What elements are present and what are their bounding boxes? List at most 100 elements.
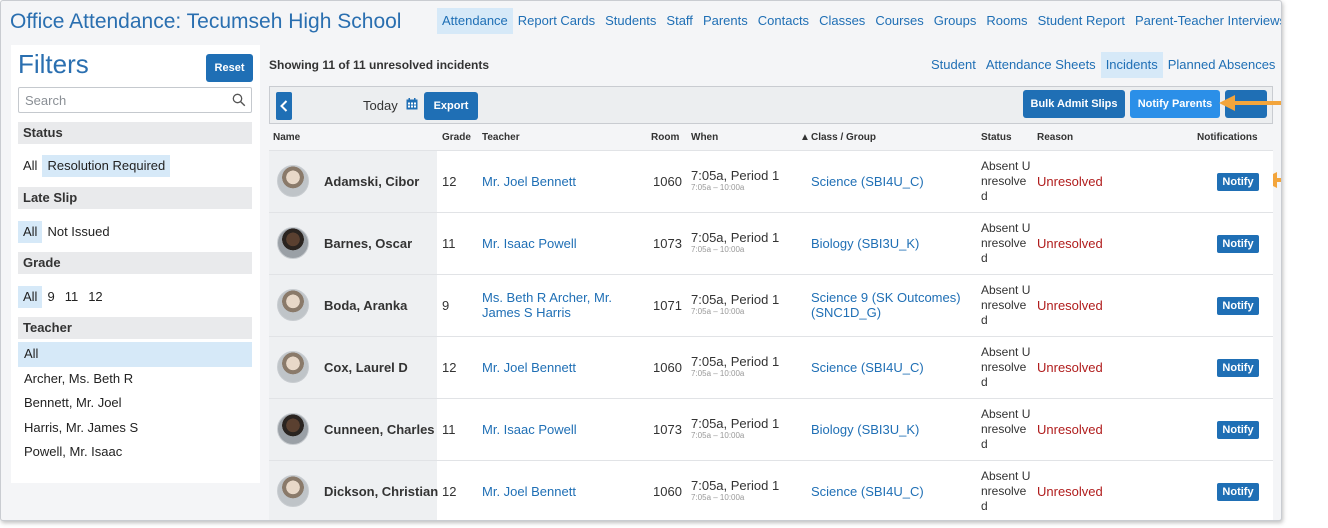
status-option-resolution-required[interactable]: Resolution Required	[42, 155, 171, 177]
avatar	[277, 165, 309, 197]
grade-option-12[interactable]: 12	[88, 289, 103, 304]
search-icon[interactable]	[232, 93, 246, 107]
teacher-link[interactable]: Ms. Beth R Archer, Mr. James S Harris	[482, 290, 613, 320]
when-cell: 7:05a, Period 1	[691, 168, 780, 183]
reason-cell: Unresolved	[1037, 236, 1103, 251]
when-cell: 7:05a, Period 1	[691, 416, 780, 431]
class-link[interactable]: Science 9 (SK Outcomes) (SNC1D_G)	[811, 290, 961, 320]
name-cell: Barnes, Oscar	[269, 213, 437, 274]
col-teacher[interactable]: Teacher	[482, 132, 520, 143]
teacher-link[interactable]: Mr. Isaac Powell	[482, 422, 577, 437]
late-slip-heading: Late Slip	[18, 187, 252, 209]
name-cell: Dickson, Christian	[269, 461, 439, 520]
nav-classes[interactable]: Classes	[819, 13, 866, 28]
calendar-icon[interactable]	[406, 98, 418, 110]
col-status[interactable]: Status	[981, 132, 1012, 143]
notify-button[interactable]: Notify	[1217, 173, 1259, 191]
nav-attendance[interactable]: Attendance	[437, 8, 513, 34]
notify-button[interactable]: Notify	[1217, 297, 1259, 315]
subnav-planned-absences[interactable]: Planned Absences	[1167, 57, 1276, 72]
subnav-student[interactable]: Student	[931, 57, 976, 72]
table-row[interactable]: Barnes, Oscar 11 Mr. Isaac Powell 1073 7…	[269, 212, 1273, 274]
teacher-option-archer[interactable]: Archer, Ms. Beth R	[24, 370, 134, 386]
class-link[interactable]: Science (SBI4U_C)	[811, 484, 924, 499]
teacher-link[interactable]: Mr. Joel Bennett	[482, 174, 576, 189]
teacher-option-powell[interactable]: Powell, Mr. Isaac	[24, 444, 123, 459]
late-slip-option-all[interactable]: All	[18, 221, 43, 243]
table-row[interactable]: Cunneen, Charles 11 Mr. Isaac Powell 107…	[269, 398, 1273, 460]
sub-nav: Student Attendance Sheets Incidents Plan…	[926, 52, 1280, 78]
sort-asc-icon: ▲	[800, 132, 810, 143]
col-when[interactable]: When	[691, 132, 719, 143]
nav-report-cards[interactable]: Report Cards	[517, 13, 596, 28]
when-range: 7:05a – 10:00a	[691, 493, 745, 502]
late-slip-option-not-issued[interactable]: Not Issued	[47, 224, 110, 239]
table-row[interactable]: Boda, Aranka 9 Ms. Beth R Archer, Mr. Ja…	[269, 274, 1273, 336]
col-class-group[interactable]: Class / Group	[811, 132, 877, 143]
previous-day-button[interactable]	[276, 92, 292, 120]
status-option-all[interactable]: All	[23, 158, 38, 173]
nav-courses[interactable]: Courses	[875, 13, 924, 28]
subnav-attendance-sheets[interactable]: Attendance Sheets	[985, 57, 1096, 72]
notify-button[interactable]: Notify	[1217, 421, 1259, 439]
student-name[interactable]: Dickson, Christian	[324, 484, 439, 499]
grade-cell: 11	[442, 422, 456, 437]
table-row[interactable]: Cox, Laurel D 12 Mr. Joel Bennett 1060 7…	[269, 336, 1273, 398]
subnav-incidents[interactable]: Incidents	[1100, 52, 1163, 78]
teacher-option-all[interactable]: All	[18, 342, 252, 367]
col-name[interactable]: Name	[273, 132, 301, 143]
nav-contacts[interactable]: Contacts	[757, 13, 810, 28]
student-name[interactable]: Barnes, Oscar	[324, 236, 413, 251]
nav-groups[interactable]: Groups	[933, 13, 977, 28]
grade-cell: 12	[442, 484, 457, 499]
table-row[interactable]: Adamski, Cibor 12 Mr. Joel Bennett 1060 …	[269, 150, 1273, 212]
search-field[interactable]	[18, 87, 252, 113]
notify-button[interactable]: Notify	[1217, 483, 1259, 501]
search-input[interactable]	[19, 88, 219, 112]
teacher-option-harris[interactable]: Harris, Mr. James S	[24, 419, 139, 435]
bulk-admit-slips-button[interactable]: Bulk Admit Slips	[1023, 90, 1125, 118]
room-cell: 1060	[653, 360, 682, 375]
col-reason[interactable]: Reason	[1037, 132, 1074, 143]
class-link[interactable]: Science (SBI4U_C)	[811, 360, 924, 375]
nav-parents[interactable]: Parents	[702, 13, 748, 28]
nav-rooms[interactable]: Rooms	[986, 13, 1028, 28]
name-cell: Boda, Aranka	[269, 275, 437, 336]
student-name[interactable]: Boda, Aranka	[324, 298, 408, 313]
student-name[interactable]: Cox, Laurel D	[324, 360, 408, 375]
nav-student-report[interactable]: Student Report	[1037, 13, 1126, 28]
grade-cell: 11	[442, 236, 456, 251]
col-notifications[interactable]: Notifications	[1197, 132, 1258, 143]
grade-option-9[interactable]: 9	[47, 289, 55, 304]
incidents-toolbar: Today Export Bulk Admit Slips Notify Par…	[269, 86, 1273, 124]
student-name[interactable]: Adamski, Cibor	[324, 174, 420, 189]
grade-heading: Grade	[18, 252, 252, 274]
col-grade[interactable]: Grade	[442, 132, 471, 143]
avatar	[277, 289, 309, 321]
name-cell: Cox, Laurel D	[269, 337, 437, 398]
notify-button[interactable]: Notify	[1217, 235, 1259, 253]
export-button[interactable]: Export	[424, 92, 478, 120]
teacher-option-bennett[interactable]: Bennett, Mr. Joel	[24, 395, 122, 410]
notify-parents-button[interactable]: Notify Parents	[1130, 90, 1220, 118]
chevron-left-icon	[280, 100, 288, 112]
class-link[interactable]: Science (SBI4U_C)	[811, 174, 924, 189]
reset-button[interactable]: Reset	[206, 54, 253, 82]
teacher-link[interactable]: Mr. Isaac Powell	[482, 236, 577, 251]
nav-staff[interactable]: Staff	[666, 13, 693, 28]
teacher-link[interactable]: Mr. Joel Bennett	[482, 360, 576, 375]
student-name[interactable]: Cunneen, Charles	[324, 422, 435, 437]
status-cell: Absent Unresolved	[981, 469, 1031, 513]
when-range: 7:05a – 10:00a	[691, 307, 745, 316]
class-link[interactable]: Biology (SBI3U_K)	[811, 422, 920, 437]
table-row[interactable]: Dickson, Christian 12 Mr. Joel Bennett 1…	[269, 460, 1273, 520]
nav-parent-teacher-interviews[interactable]: Parent-Teacher Interviews	[1135, 13, 1282, 28]
teacher-link[interactable]: Mr. Joel Bennett	[482, 484, 576, 499]
col-room[interactable]: Room	[651, 132, 680, 143]
notify-button[interactable]: Notify	[1217, 359, 1259, 377]
grade-option-all[interactable]: All	[18, 286, 43, 308]
date-label[interactable]: Today	[363, 98, 398, 113]
class-link[interactable]: Biology (SBI3U_K)	[811, 236, 920, 251]
grade-option-11[interactable]: 11	[64, 289, 79, 304]
nav-students[interactable]: Students	[605, 13, 657, 28]
